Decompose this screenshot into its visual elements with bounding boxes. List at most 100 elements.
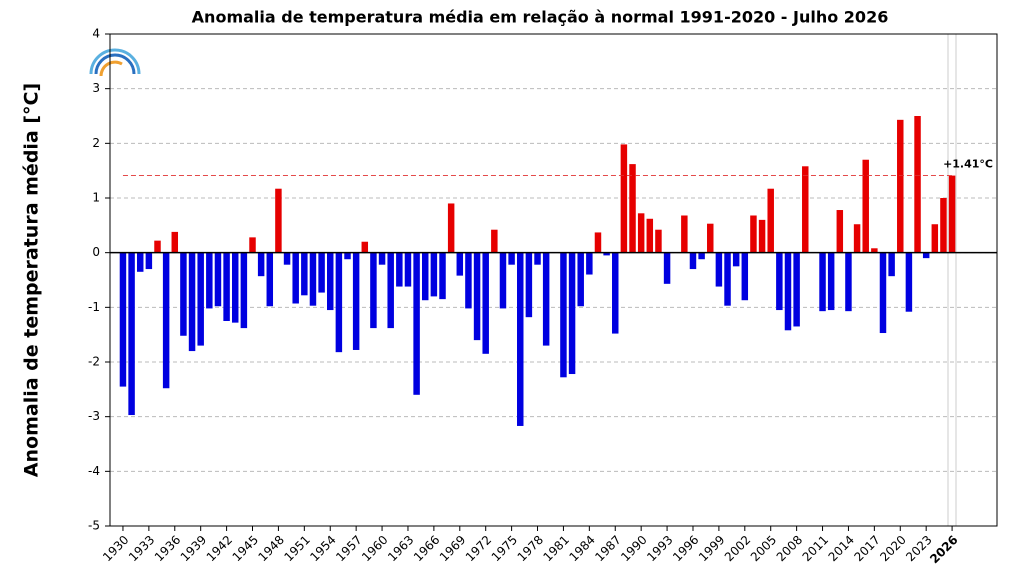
x-tick-label: 2011 — [800, 533, 831, 564]
bar — [707, 223, 714, 253]
bar — [767, 188, 774, 253]
x-tick-label: 2008 — [774, 533, 805, 564]
bar — [292, 252, 299, 304]
bar — [257, 252, 265, 277]
y-tick-label: 0 — [92, 245, 100, 259]
bar — [629, 164, 636, 253]
y-tick-label: -5 — [88, 519, 100, 533]
bar — [499, 252, 507, 309]
bar — [456, 252, 464, 276]
bar — [724, 252, 731, 306]
x-tick-label: 1933 — [126, 533, 157, 564]
bar — [802, 166, 809, 253]
bar — [758, 219, 766, 253]
x-tick-label: 2005 — [748, 533, 779, 564]
bar — [836, 210, 844, 253]
x-tick-label: 1984 — [566, 533, 597, 564]
bar — [577, 252, 584, 307]
bar — [905, 252, 913, 312]
logo — [89, 48, 141, 77]
y-tick-label: -4 — [88, 464, 100, 478]
y-tick-label: 1 — [92, 191, 100, 205]
bar — [283, 252, 291, 265]
bar — [793, 252, 800, 327]
bar — [525, 252, 533, 318]
y-tick-label: 2 — [92, 136, 100, 150]
bar — [223, 252, 230, 321]
bar — [249, 237, 256, 253]
x-tick-label: 2020 — [877, 533, 908, 564]
bar — [663, 252, 671, 284]
bar — [335, 252, 343, 353]
bar — [387, 252, 394, 329]
x-tick-label: 1996 — [670, 533, 701, 564]
x-tick-label: 1978 — [515, 533, 546, 564]
bar — [637, 213, 645, 253]
bar — [275, 188, 282, 253]
y-tick-label: 3 — [92, 81, 100, 95]
x-tick-label: 1975 — [489, 533, 520, 564]
bar — [517, 252, 524, 426]
bar — [698, 252, 705, 260]
bar — [741, 252, 749, 301]
bar — [378, 252, 386, 265]
x-tick-label: 1960 — [359, 533, 390, 564]
x-tick-label: 1981 — [541, 533, 572, 564]
bar — [301, 252, 308, 296]
bar — [318, 252, 325, 293]
bar — [473, 252, 481, 341]
x-tick-label: 1945 — [230, 533, 261, 564]
x-tick-label: 1990 — [618, 533, 649, 564]
bar — [862, 159, 869, 253]
bar — [888, 252, 895, 277]
x-tick-label: 1936 — [152, 533, 183, 564]
reference-label: +1.41°C — [943, 158, 993, 171]
bar — [603, 252, 610, 256]
bar — [361, 241, 369, 253]
bar — [948, 175, 956, 253]
x-tick-label: 2014 — [826, 533, 857, 564]
bar — [171, 231, 179, 253]
x-tick-label: 1969 — [437, 533, 468, 564]
x-tick-label: 2026 — [927, 533, 961, 567]
bar — [422, 252, 429, 301]
x-tick-label: 1954 — [307, 533, 338, 564]
bar — [620, 144, 628, 253]
bar — [681, 215, 688, 253]
bar — [689, 252, 697, 270]
bar — [853, 224, 861, 253]
bar — [145, 252, 153, 270]
bar — [404, 252, 412, 287]
bar — [154, 240, 161, 253]
bar — [784, 252, 792, 331]
bar — [309, 252, 317, 306]
bar — [931, 224, 939, 253]
bar — [136, 252, 144, 272]
x-tick-label: 1930 — [100, 533, 131, 564]
x-tick-label: 1957 — [333, 533, 364, 564]
bar — [871, 248, 878, 253]
bar — [560, 252, 567, 378]
bar — [646, 218, 654, 253]
bar — [214, 252, 222, 307]
bar — [612, 252, 619, 334]
bar — [482, 252, 489, 354]
bar — [370, 252, 377, 329]
bar — [897, 119, 904, 253]
x-tick-label: 1966 — [411, 533, 442, 564]
y-tick-label: -1 — [88, 300, 100, 314]
bar — [845, 252, 852, 312]
bar — [922, 252, 930, 259]
x-tick-label: 2017 — [851, 533, 882, 564]
bar — [162, 252, 170, 389]
y-axis-label: Anomalia de temperatura média [°C] — [21, 83, 43, 477]
x-tick-label: 1963 — [385, 533, 416, 564]
bar — [491, 229, 498, 253]
x-tick-label: 1939 — [178, 533, 209, 564]
x-tick-label: 1999 — [696, 533, 727, 564]
x-tick-label: 1972 — [463, 533, 494, 564]
bar — [439, 252, 446, 300]
bar — [180, 252, 187, 336]
x-tick-label: 1987 — [592, 533, 623, 564]
bar — [231, 252, 239, 323]
